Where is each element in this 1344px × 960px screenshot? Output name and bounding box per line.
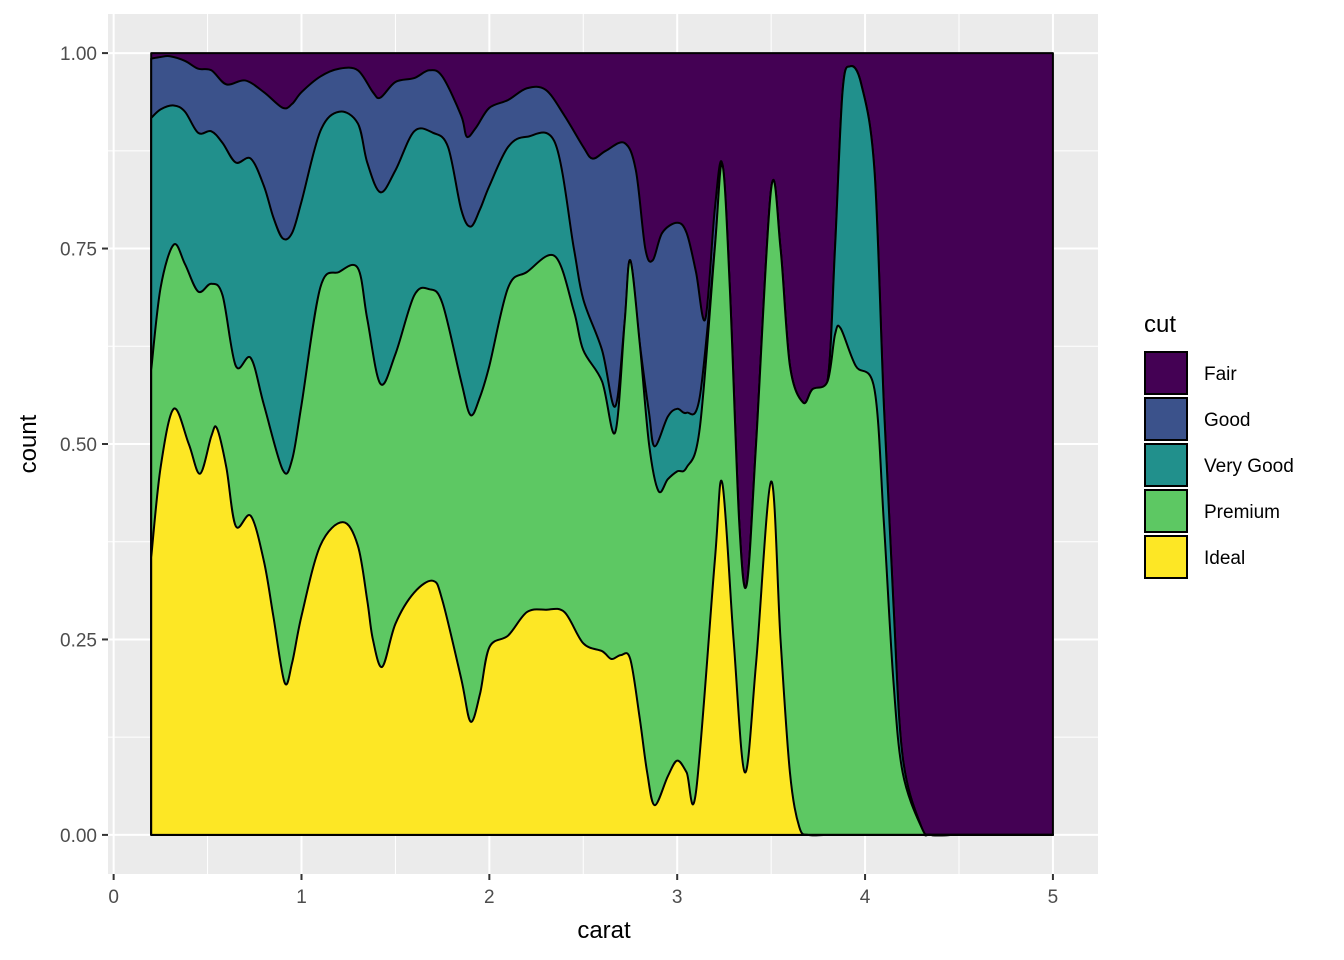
y-tick-label: 0.00 xyxy=(60,826,97,847)
legend-label-premium: Premium xyxy=(1204,502,1280,523)
x-axis-title: carat xyxy=(577,917,631,944)
legend-key-fair xyxy=(1144,351,1188,395)
legend-key-good xyxy=(1144,397,1188,441)
legend: cut Fair Good Very Good Premium Ideal xyxy=(1144,311,1294,579)
legend-label-ideal: Ideal xyxy=(1204,548,1245,569)
area-ideal xyxy=(150,407,1054,837)
x-tick-label: 0 xyxy=(108,887,119,908)
legend-label-very-good: Very Good xyxy=(1204,456,1294,477)
y-tick-label: 0.25 xyxy=(60,630,97,651)
y-tick-label: 0.50 xyxy=(60,435,97,456)
x-axis: 0 1 2 3 4 5 xyxy=(108,874,1058,908)
legend-label-good: Good xyxy=(1204,410,1250,431)
legend-key-very-good xyxy=(1144,443,1188,487)
legend-key-premium xyxy=(1144,489,1188,533)
density-areas xyxy=(150,52,1054,837)
x-tick-label: 4 xyxy=(860,887,871,908)
x-tick-label: 1 xyxy=(296,887,307,908)
legend-label-fair: Fair xyxy=(1204,364,1237,385)
legend-title: cut xyxy=(1144,311,1176,338)
y-axis: 0.00 0.25 0.50 0.75 1.00 xyxy=(60,44,108,847)
y-axis-title: count xyxy=(15,414,42,473)
y-tick-label: 0.75 xyxy=(60,240,97,261)
x-tick-label: 3 xyxy=(672,887,683,908)
x-tick-label: 2 xyxy=(484,887,495,908)
y-tick-label: 1.00 xyxy=(60,44,97,65)
legend-key-ideal xyxy=(1144,535,1188,579)
x-tick-label: 5 xyxy=(1048,887,1059,908)
